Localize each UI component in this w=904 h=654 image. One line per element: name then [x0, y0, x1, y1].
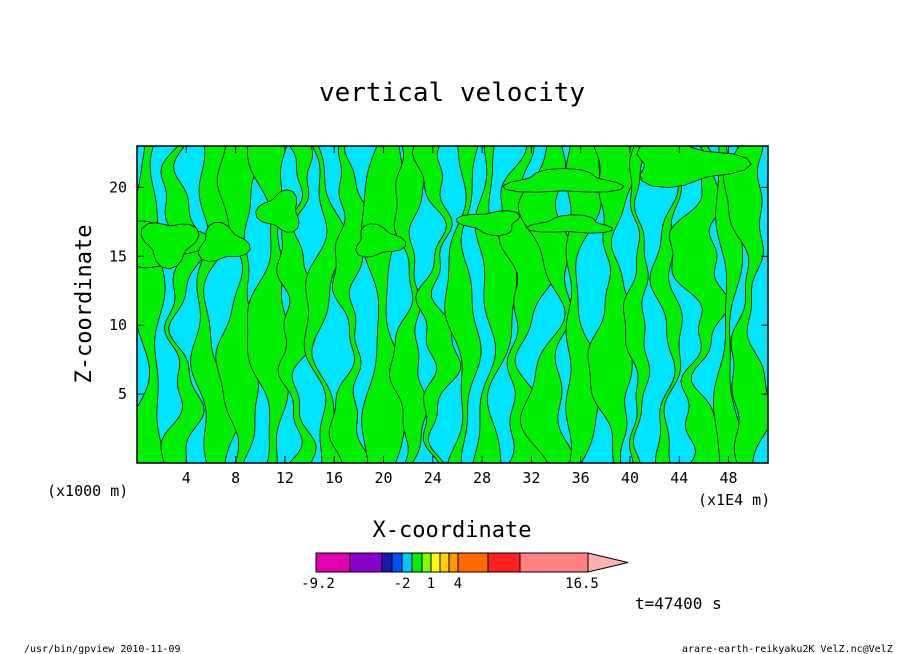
- positive-patch: [197, 221, 251, 262]
- colorbar-segment: [315, 552, 351, 573]
- positive-band: [723, 146, 768, 463]
- y-tick-label: 10: [109, 316, 127, 334]
- x-tick-label: 24: [424, 469, 442, 487]
- x-tick-label: 12: [276, 469, 294, 487]
- positive-patch: [140, 222, 200, 270]
- x-axis-ticks: 4 8 12 16 20 24 28 32 36 40 44 48: [182, 146, 738, 487]
- positive-band: [587, 146, 642, 463]
- colorbar-segment: [457, 552, 489, 573]
- chart-title: vertical velocity: [319, 78, 585, 108]
- footer-right: arare-earth-reikyaku2K_VelZ.nc@VelZ: [682, 644, 893, 654]
- x-axis-label: X-coordinate: [373, 518, 532, 543]
- colorbar-segment: [381, 552, 393, 573]
- positive-patch: [502, 167, 625, 193]
- x-tick-label: 44: [670, 469, 688, 487]
- x-unit-left: (x1000 m): [47, 482, 128, 500]
- x-tick-label: 32: [522, 469, 540, 487]
- colorbar-segment: [401, 552, 413, 573]
- colorbar-segment: [349, 552, 383, 573]
- y-tick-label: 20: [109, 178, 127, 196]
- x-tick-label: 8: [231, 469, 240, 487]
- x-tick-label: 48: [720, 469, 738, 487]
- colorbar-segment: [391, 552, 403, 573]
- colorbar-segment: [519, 552, 589, 573]
- colorbar-tick-label: -9.2: [301, 576, 335, 592]
- colorbar-tick-label: 16.5: [565, 576, 599, 592]
- y-axis-ticks: 5 10 15 20: [109, 178, 768, 403]
- x-tick-label: 4: [182, 469, 191, 487]
- positive-band: [668, 146, 739, 463]
- x-tick-label: 28: [473, 469, 491, 487]
- positive-band: [411, 146, 462, 463]
- colorbar: -9.2 -2 1 4 16.5: [301, 552, 629, 592]
- positive-band: [444, 146, 482, 463]
- positive-patch: [355, 223, 406, 258]
- positive-band: [246, 146, 290, 463]
- positive-band: [622, 146, 651, 463]
- y-axis-label: Z-coordinate: [72, 225, 97, 384]
- x-tick-label: 40: [621, 469, 639, 487]
- colorbar-tick-label: -2: [394, 576, 411, 592]
- plot-frame: [136, 145, 769, 464]
- x-tick-label: 16: [325, 469, 343, 487]
- positive-patch: [525, 214, 613, 234]
- positive-patch: [255, 189, 300, 233]
- x-unit-right: (x1E4 m): [698, 491, 770, 509]
- colorbar-segment: [421, 552, 432, 573]
- colorbar-segment: [448, 552, 459, 573]
- positive-velocity-regions: [137, 146, 768, 463]
- y-tick-label: 5: [118, 385, 127, 403]
- positive-band: [388, 146, 432, 463]
- colorbar-segment: [439, 552, 450, 573]
- y-tick-label: 15: [109, 247, 127, 265]
- colorbar-tick-label: 4: [454, 576, 462, 592]
- colorbar-arrow: [587, 552, 629, 573]
- colorbar-tick-label: 1: [427, 576, 435, 592]
- footer-left: /usr/bin/gpview 2010-11-09: [24, 644, 181, 654]
- colorbar-segment: [430, 552, 441, 573]
- time-label: t=47400 s: [635, 594, 722, 613]
- x-tick-label: 36: [572, 469, 590, 487]
- x-tick-label: 20: [374, 469, 392, 487]
- colorbar-segment: [487, 552, 521, 573]
- positive-patch: [456, 210, 521, 237]
- positive-patch: [636, 146, 752, 189]
- colorbar-segment: [411, 552, 423, 573]
